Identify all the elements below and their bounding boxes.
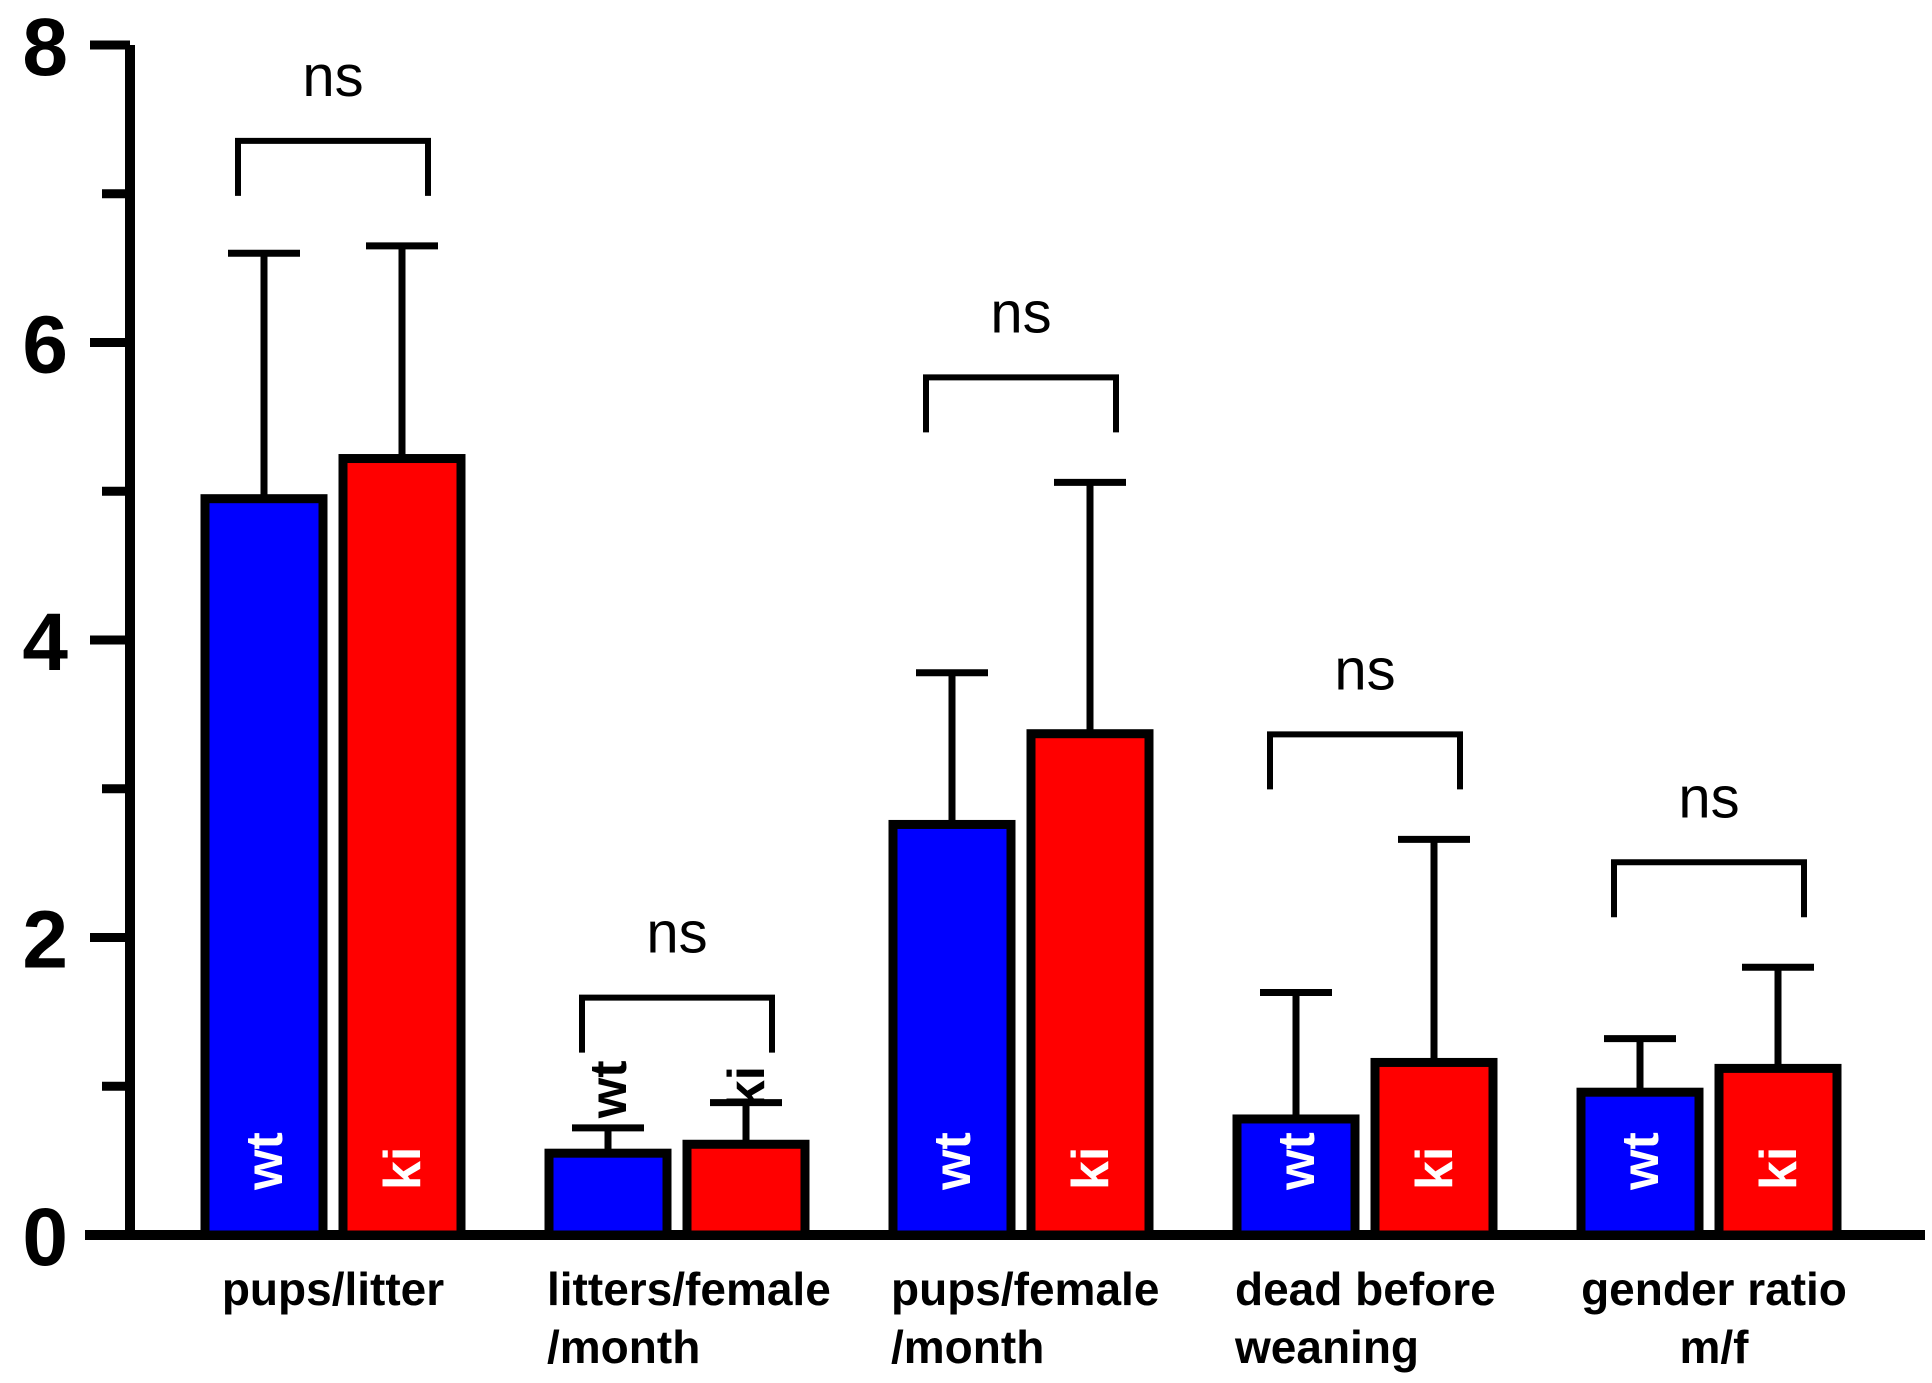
bars [200, 242, 1842, 1240]
category-label: dead before [1235, 1263, 1496, 1315]
bar-label-wt: wt [580, 1060, 638, 1119]
bar-wt [1232, 1114, 1360, 1240]
y-tick-label: 2 [22, 895, 68, 986]
bar-wt [888, 819, 1016, 1240]
category-label: /month [547, 1321, 700, 1373]
y-tick-label: 0 [22, 1192, 68, 1283]
category-label: pups/litter [222, 1263, 444, 1315]
y-tick-label: 8 [22, 2, 68, 93]
significance-label: ns [302, 44, 363, 109]
significance-bracket [1611, 859, 1807, 918]
bar-label-wt: wt [236, 1132, 294, 1191]
y-tick-label: 6 [22, 300, 68, 391]
y-tick-label: 4 [22, 597, 68, 688]
bar-wt [544, 1148, 672, 1240]
category-label: m/f [1680, 1321, 1750, 1373]
significance-bracket [579, 994, 775, 1053]
bar-label-ki: ki [718, 1066, 776, 1109]
category-label: /month [891, 1321, 1044, 1373]
category-label: litters/female [547, 1263, 831, 1315]
bar-wt [1576, 1087, 1704, 1240]
bar-label-wt: wt [1268, 1132, 1326, 1191]
bar-label-ki: ki [1406, 1147, 1464, 1190]
bar-label-ki: ki [1062, 1147, 1120, 1190]
bar-label-ki: ki [1750, 1147, 1808, 1190]
category-label: pups/female [891, 1263, 1159, 1315]
bar-ki [682, 1139, 810, 1240]
labels: wt ki ns pups/litter wt ki ns litters/female/mo… [222, 44, 1847, 1373]
bar-label-wt: wt [1612, 1132, 1670, 1191]
bar-ki [1026, 729, 1154, 1240]
significance-bracket [923, 374, 1119, 433]
bar-label-ki: ki [374, 1147, 432, 1190]
bar-ki [338, 454, 466, 1240]
category-label: gender ratio [1581, 1263, 1847, 1315]
significance-label: ns [1334, 637, 1395, 702]
significance-label: ns [646, 901, 707, 966]
bar-ki [1370, 1057, 1498, 1240]
significance-label: ns [1678, 765, 1739, 830]
bar-ki [1714, 1063, 1842, 1240]
significance-bracket [235, 137, 431, 196]
category-label: weaning [1234, 1321, 1419, 1373]
bar-wt [200, 494, 328, 1240]
bar-label-wt: wt [924, 1132, 982, 1191]
significance-label: ns [990, 280, 1051, 345]
significance-bracket [1267, 731, 1463, 790]
